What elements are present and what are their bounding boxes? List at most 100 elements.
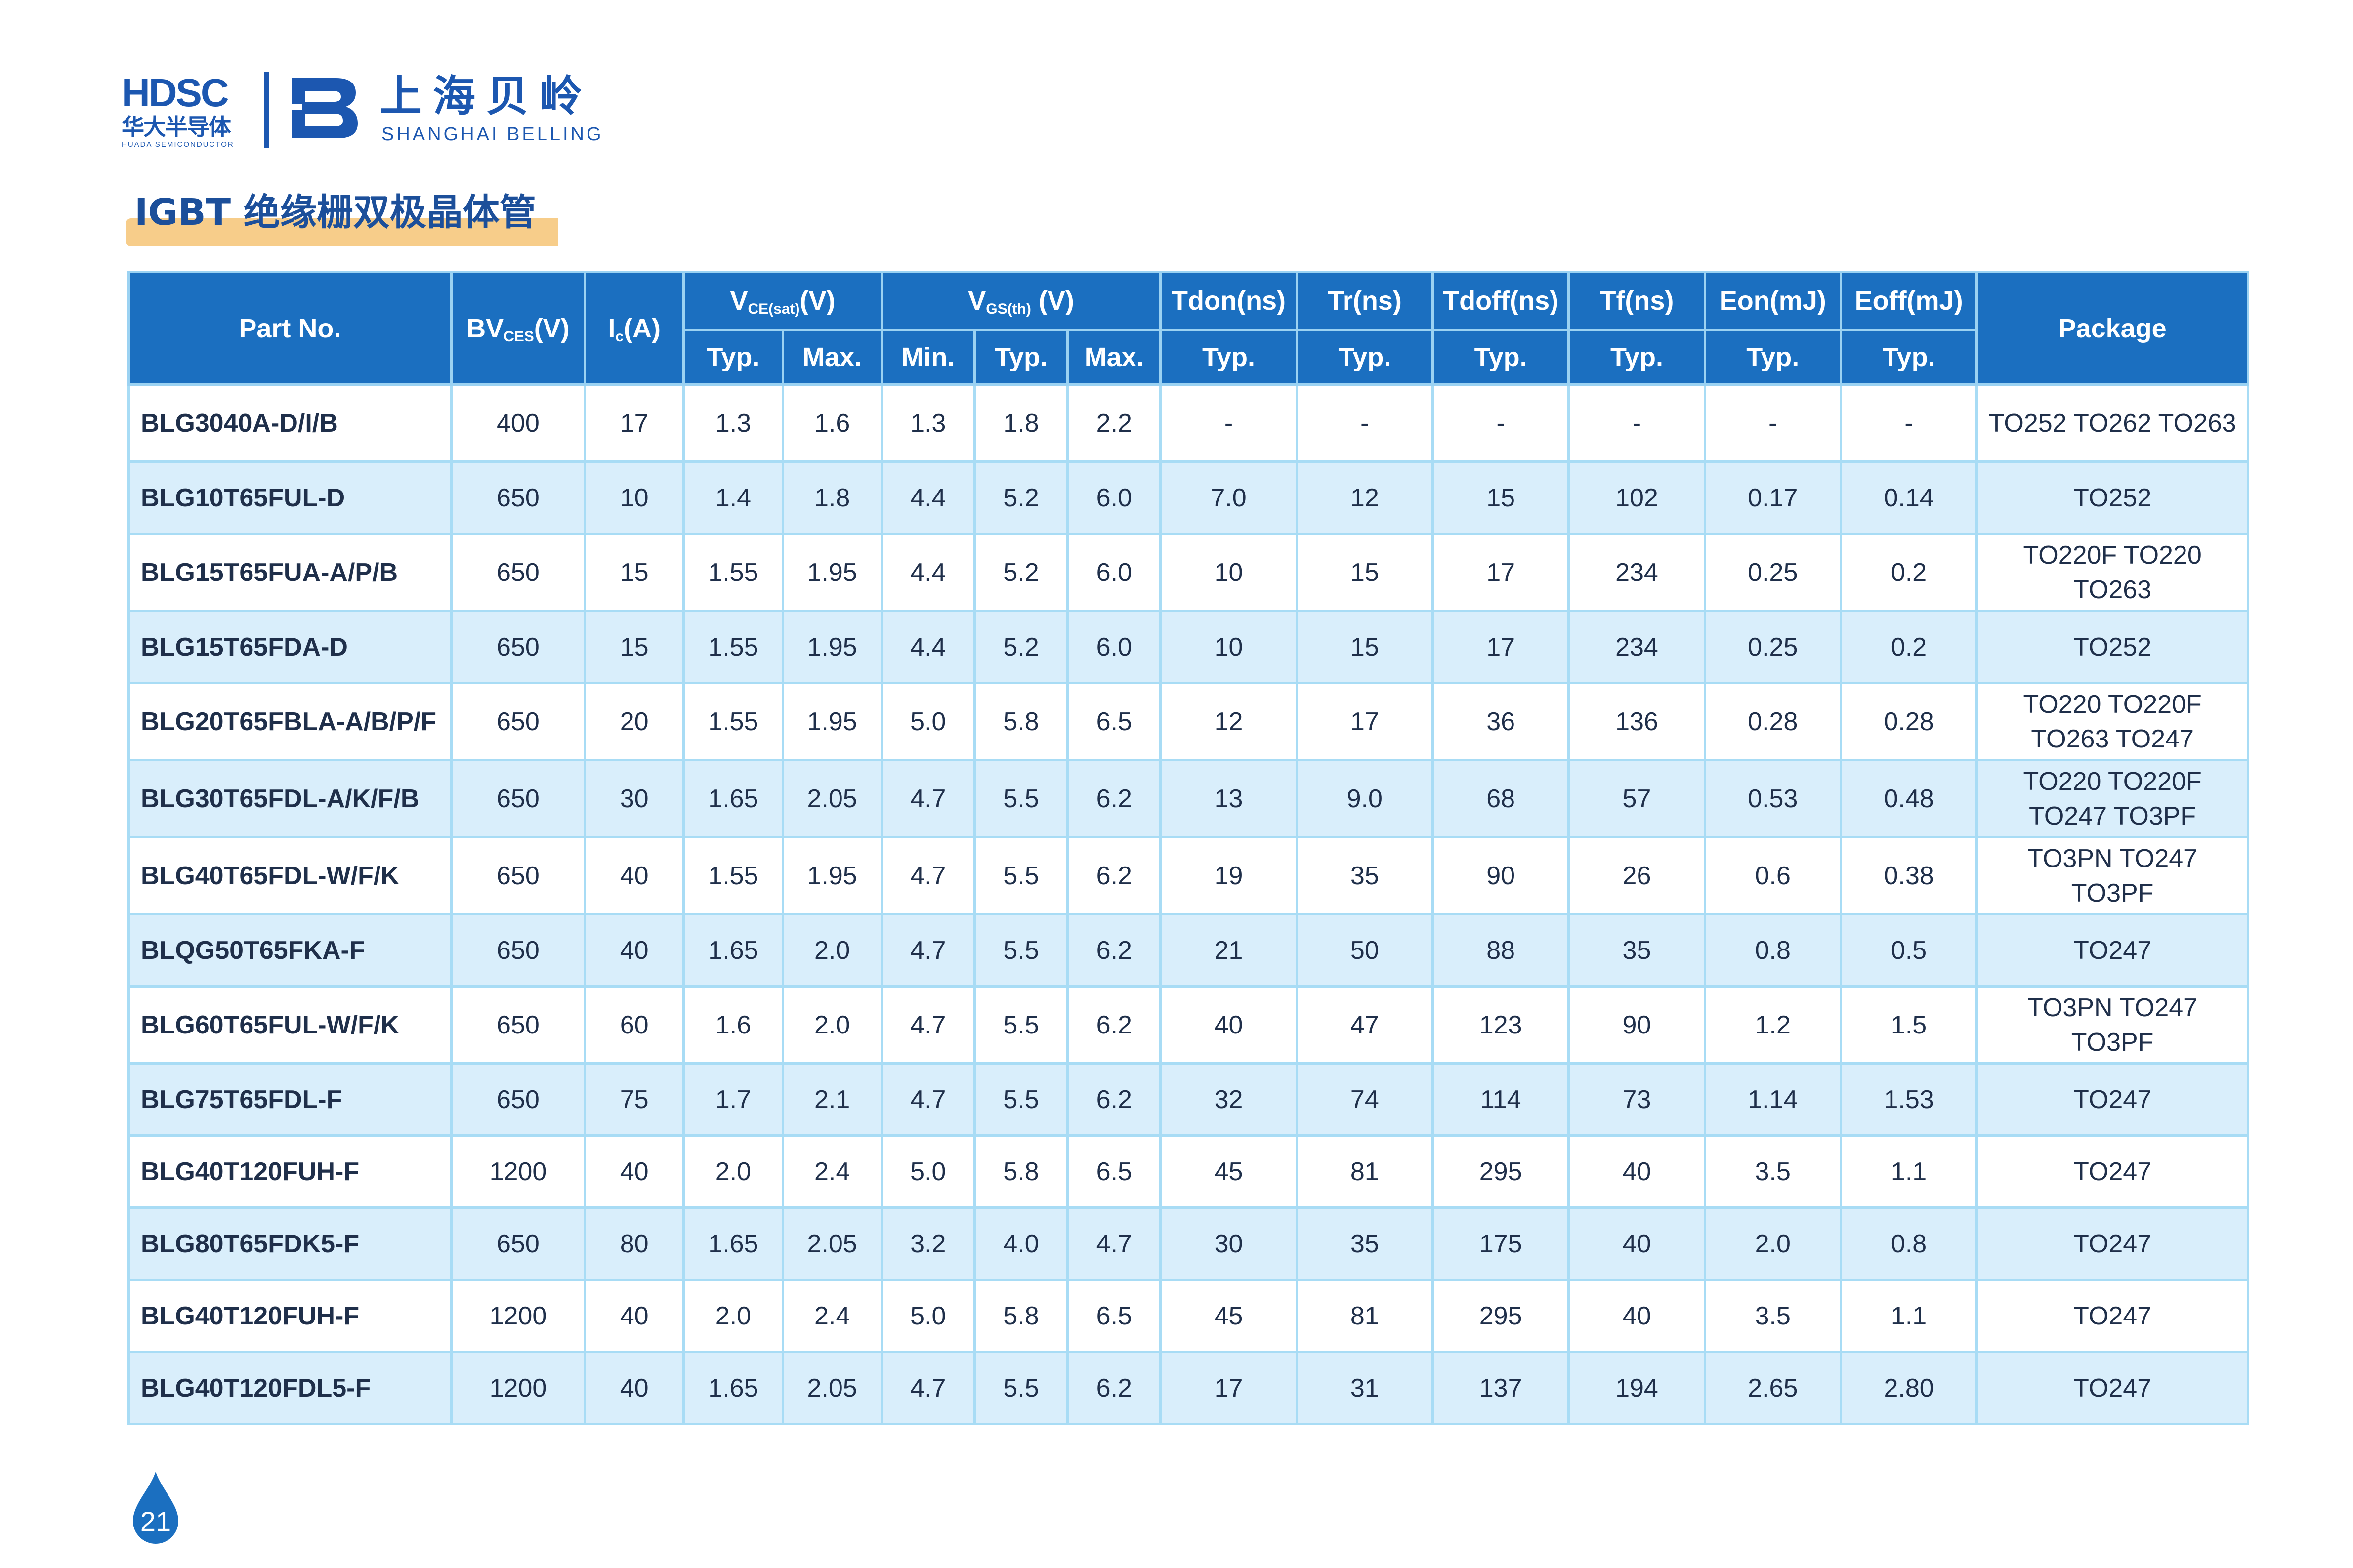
table-row: BLG15T65FDA-D 650 15 1.55 1.95 4.4 5.2 6.0 10 15 1…	[127, 610, 2249, 684]
value-cell: 68	[1431, 759, 1570, 838]
package-cell: TO3PN TO247 TO3PF	[1975, 836, 2249, 915]
package-cell: TO220 TO220F TO263 TO247	[1975, 682, 2249, 761]
value-cell: 1.7	[682, 1062, 784, 1137]
table-row: BLG40T65FDL-W/F/K 650 40 1.55 1.95 4.7 5.5 6.2 1…	[127, 836, 2249, 915]
value-cell: 2.0	[682, 1279, 784, 1353]
value-cell: 6.2	[1066, 1351, 1162, 1425]
logo-divider	[264, 72, 269, 148]
value-cell: 0.25	[1703, 533, 1842, 612]
col-package: Package	[1975, 271, 2249, 386]
value-cell: 90	[1431, 836, 1570, 915]
value-cell: 3.5	[1703, 1134, 1842, 1209]
package-cell: TO247	[1975, 1206, 2249, 1281]
value-cell: 1.55	[682, 682, 784, 761]
table-row: BLG75T65FDL-F 650 75 1.7 2.1 4.7 5.5 6.2 32 74 114…	[127, 1062, 2249, 1137]
value-cell: 31	[1295, 1351, 1434, 1425]
value-cell: 2.0	[682, 1134, 784, 1209]
value-cell: 15	[1295, 610, 1434, 684]
value-cell: 47	[1295, 985, 1434, 1065]
value-cell: 0.28	[1839, 682, 1978, 761]
value-cell: 15	[584, 610, 685, 684]
value-cell: 650	[450, 1062, 587, 1137]
value-cell: 102	[1567, 460, 1706, 535]
value-cell: 5.5	[973, 985, 1069, 1065]
value-cell: 17	[1295, 682, 1434, 761]
hdsc-logo-cn: 华大半导体	[122, 114, 231, 140]
value-cell: 400	[450, 383, 587, 463]
value-cell: 295	[1431, 1279, 1570, 1353]
package-cell: TO252	[1975, 460, 2249, 535]
value-cell: 2.0	[781, 913, 883, 988]
value-cell: 0.17	[1703, 460, 1842, 535]
value-cell: 40	[584, 836, 685, 915]
value-cell: 4.7	[880, 985, 976, 1065]
value-cell: 32	[1159, 1062, 1298, 1137]
package-cell: TO252 TO262 TO263	[1975, 383, 2249, 463]
value-cell: 6.5	[1066, 682, 1162, 761]
spec-table: Part No. BVCES(V) Ic(A) VCE(sat)(V) VGS(…	[127, 271, 2249, 1425]
value-cell: 5.2	[973, 533, 1069, 612]
part-number-cell: BLG40T120FDL5-F	[127, 1351, 453, 1425]
subcol-tr-typ: Typ.	[1295, 329, 1434, 386]
table-row: BLQG50T65FKA-F 650 40 1.65 2.0 4.7 5.5 6.2 21 50 8…	[127, 913, 2249, 988]
value-cell: 650	[450, 610, 587, 684]
value-cell: 10	[1159, 610, 1298, 684]
part-number-cell: BLG3040A-D/I/B	[127, 383, 453, 463]
value-cell: 6.2	[1066, 836, 1162, 915]
value-cell: 1.95	[781, 682, 883, 761]
subcol-vgs-typ: Typ.	[973, 329, 1069, 386]
col-vce-sat: VCE(sat)(V)	[682, 271, 883, 331]
package-cell: TO3PN TO247 TO3PF	[1975, 985, 2249, 1065]
col-tdon: Tdon(ns)	[1159, 271, 1298, 331]
value-cell: 650	[450, 836, 587, 915]
value-cell: 4.7	[1066, 1206, 1162, 1281]
value-cell: 295	[1431, 1134, 1570, 1209]
value-cell: 6.5	[1066, 1134, 1162, 1209]
value-cell: 4.4	[880, 610, 976, 684]
value-cell: 6.2	[1066, 759, 1162, 838]
value-cell: 3.2	[880, 1206, 976, 1281]
value-cell: 5.5	[973, 759, 1069, 838]
value-cell: 2.65	[1703, 1351, 1842, 1425]
value-cell: 40	[584, 1351, 685, 1425]
value-cell: 10	[1159, 533, 1298, 612]
value-cell: 57	[1567, 759, 1706, 838]
value-cell: 15	[584, 533, 685, 612]
value-cell: 45	[1159, 1134, 1298, 1209]
subcol-vgs-min: Min.	[880, 329, 976, 386]
col-eon: Eon(mJ)	[1703, 271, 1842, 331]
value-cell: 650	[450, 985, 587, 1065]
value-cell: 17	[1159, 1351, 1298, 1425]
part-number-cell: BLG40T120FUH-F	[127, 1134, 453, 1209]
value-cell: 17	[1431, 533, 1570, 612]
value-cell: 45	[1159, 1279, 1298, 1353]
package-cell: TO220F TO220 TO263	[1975, 533, 2249, 612]
value-cell: 1.5	[1839, 985, 1978, 1065]
value-cell: 1200	[450, 1351, 587, 1425]
value-cell: 0.48	[1839, 759, 1978, 838]
value-cell: 5.5	[973, 913, 1069, 988]
value-cell: 0.6	[1703, 836, 1842, 915]
belling-logo-cn: 上海贝岭	[379, 72, 593, 121]
value-cell: 137	[1431, 1351, 1570, 1425]
table-row: BLG3040A-D/I/B 400 17 1.3 1.6 1.3 1.8 2.2- - - - - -…	[127, 383, 2249, 463]
value-cell: 1200	[450, 1279, 587, 1353]
value-cell: 15	[1431, 460, 1570, 535]
value-cell: -	[1703, 383, 1842, 463]
value-cell: 90	[1567, 985, 1706, 1065]
value-cell: -	[1431, 383, 1570, 463]
value-cell: 0.53	[1703, 759, 1842, 838]
value-cell: 4.7	[880, 913, 976, 988]
part-number-cell: BLG15T65FDA-D	[127, 610, 453, 684]
value-cell: -	[1295, 383, 1434, 463]
subcol-tdon-typ: Typ.	[1159, 329, 1298, 386]
value-cell: 2.4	[781, 1279, 883, 1353]
table-body: BLG3040A-D/I/B 400 17 1.3 1.6 1.3 1.8 2.2- - - - - -…	[127, 383, 2249, 1425]
value-cell: 650	[450, 1206, 587, 1281]
subcol-vce-typ: Typ.	[682, 329, 784, 386]
table-row: BLG40T120FUH-F 1200 40 2.0 2.4 5.0 5.8 6.5 45 81 2…	[127, 1279, 2249, 1353]
value-cell: 15	[1295, 533, 1434, 612]
value-cell: 40	[1159, 985, 1298, 1065]
value-cell: 0.25	[1703, 610, 1842, 684]
value-cell: 6.2	[1066, 913, 1162, 988]
